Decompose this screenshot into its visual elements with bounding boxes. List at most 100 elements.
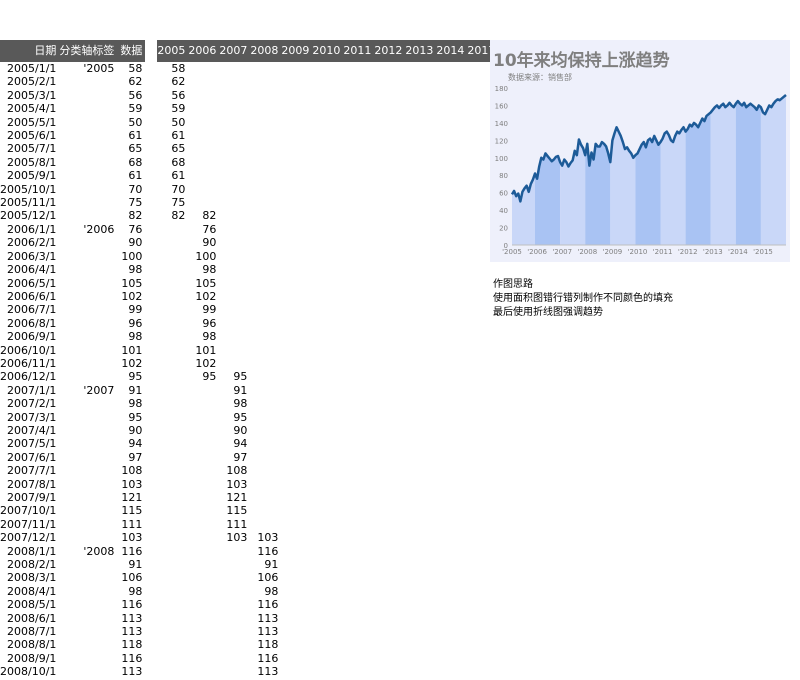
table-cell (59, 451, 117, 464)
gap-cell (145, 652, 157, 665)
table-cell: 98 (128, 263, 143, 277)
gap-cell (145, 612, 157, 625)
table-cell (405, 397, 436, 410)
table-cell (343, 277, 374, 290)
table-cell: 108 (121, 464, 143, 478)
table-cell (312, 209, 343, 222)
table-cell (467, 437, 498, 450)
table-cell (374, 183, 405, 196)
table-cell (281, 102, 312, 115)
table-cell (219, 545, 250, 558)
table-cell (59, 518, 117, 531)
table-cell (374, 437, 405, 450)
table-cell (374, 411, 405, 424)
table-cell (157, 290, 188, 303)
table-cell (374, 558, 405, 571)
y-tick-label: 180 (495, 85, 508, 93)
table-row: 2006/4/1 98 98 (0, 263, 498, 276)
table-cell (343, 303, 374, 316)
table-cell (281, 665, 312, 678)
table-cell: 58 (128, 62, 143, 75)
table-cell (343, 411, 374, 424)
table-cell (343, 571, 374, 584)
table-cell (250, 451, 281, 464)
table-cell (405, 75, 436, 88)
table-cell (405, 638, 436, 651)
table-cell: 70 (128, 182, 143, 196)
table-cell (436, 290, 467, 303)
gap-cell (145, 223, 157, 236)
table-cell (467, 571, 498, 584)
table-cell (312, 62, 343, 75)
table-cell (281, 290, 312, 303)
table-cell (59, 598, 117, 611)
table-cell (374, 209, 405, 222)
table-cell (374, 102, 405, 115)
table-cell (188, 652, 219, 665)
table-cell (467, 384, 498, 397)
table-row: 2005/10/1 70 70 (0, 183, 498, 196)
table-cell: 91 (128, 558, 143, 572)
table-cell (312, 504, 343, 517)
gap-cell (145, 290, 157, 303)
table-cell (312, 89, 343, 102)
table-cell: 105 (195, 276, 217, 290)
table-cell (157, 330, 188, 343)
table-cell (374, 451, 405, 464)
table-cell (312, 518, 343, 531)
table-cell (405, 531, 436, 544)
table-cell: 2007/6/1 (7, 450, 57, 464)
table-cell (436, 129, 467, 142)
table-cell (188, 545, 219, 558)
header-cell: 分类轴标签 (59, 40, 118, 62)
table-cell (188, 491, 219, 504)
table-cell: 116 (257, 651, 279, 665)
header-cell: 2011 (343, 40, 375, 62)
table-cell (281, 370, 312, 383)
table-cell (343, 129, 374, 142)
table-cell (59, 638, 117, 651)
table-cell: 2005/12/1 (0, 209, 57, 223)
table-row: 2008/4/1 98 98 (0, 585, 498, 598)
table-cell (157, 344, 188, 357)
gap-cell (145, 504, 157, 517)
area-band (660, 127, 686, 245)
table-cell: 2007/7/1 (7, 464, 57, 478)
table-cell (157, 397, 188, 410)
gap-cell (145, 437, 157, 450)
table-row: 2008/10/1 113 113 (0, 665, 498, 678)
x-tick-label: '2011 (653, 248, 673, 256)
table-cell (374, 638, 405, 651)
table-cell (405, 451, 436, 464)
table-cell (312, 638, 343, 651)
table-cell (59, 344, 117, 357)
table-cell (436, 330, 467, 343)
table-cell (219, 183, 250, 196)
table-cell (436, 491, 467, 504)
y-tick-label: 140 (495, 120, 508, 128)
table-cell (436, 303, 467, 316)
table-cell (312, 585, 343, 598)
table-cell: 50 (128, 115, 143, 129)
table-cell (188, 62, 219, 75)
table-cell (157, 263, 188, 276)
table-cell: '2005 (83, 62, 115, 75)
x-tick-label: '2015 (753, 248, 773, 256)
table-cell (188, 129, 219, 142)
table-cell (343, 344, 374, 357)
table-cell (343, 317, 374, 330)
table-cell (250, 424, 281, 437)
table-cell (219, 585, 250, 598)
header-cell: 2012 (374, 40, 406, 62)
table-cell: 91 (233, 383, 248, 397)
table-cell (188, 424, 219, 437)
table-cell (188, 585, 219, 598)
table-cell: 90 (202, 236, 217, 250)
table-cell (312, 397, 343, 410)
table-row: 2006/9/1 98 98 (0, 330, 498, 343)
header-cell: 日期 (0, 40, 60, 62)
table-cell: 2007/9/1 (7, 491, 57, 504)
table-cell (59, 129, 117, 142)
table-cell: 90 (233, 423, 248, 437)
table-cell (374, 370, 405, 383)
